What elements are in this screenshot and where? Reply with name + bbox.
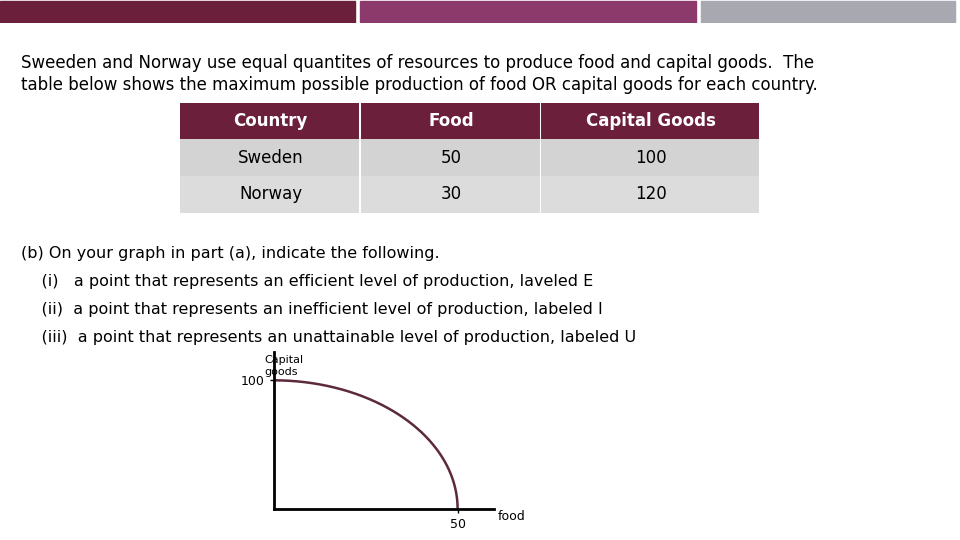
Text: Food: Food (428, 112, 474, 130)
Text: (iii)  a point that represents an unattainable level of production, labeled U: (iii) a point that represents an unattai… (21, 330, 636, 345)
Text: (i)   a point that represents an efficient level of production, laveled E: (i) a point that represents an efficient… (21, 274, 593, 289)
Text: 50: 50 (441, 148, 462, 167)
Text: (ii)  a point that represents an inefficient level of production, labeled I: (ii) a point that represents an ineffici… (21, 302, 603, 317)
Text: Capital Goods: Capital Goods (587, 112, 716, 130)
Bar (701, 1, 955, 22)
Text: Capital: Capital (264, 355, 303, 365)
Text: 100: 100 (636, 148, 667, 167)
Bar (360, 1, 696, 22)
Text: Sweeden and Norway use equal quantites of resources to produce food and capital : Sweeden and Norway use equal quantites o… (21, 54, 814, 72)
Text: table below shows the maximum possible production of food OR capital goods for e: table below shows the maximum possible p… (21, 76, 818, 93)
Text: 30: 30 (441, 185, 462, 204)
Text: Sweden: Sweden (238, 148, 303, 167)
Text: goods: goods (264, 368, 298, 377)
Text: Country: Country (233, 112, 308, 130)
Text: (b) On your graph in part (a), indicate the following.: (b) On your graph in part (a), indicate … (21, 246, 440, 261)
Bar (0, 1, 355, 22)
Text: food: food (498, 510, 526, 523)
Text: 120: 120 (636, 185, 667, 204)
Text: Norway: Norway (239, 185, 302, 204)
